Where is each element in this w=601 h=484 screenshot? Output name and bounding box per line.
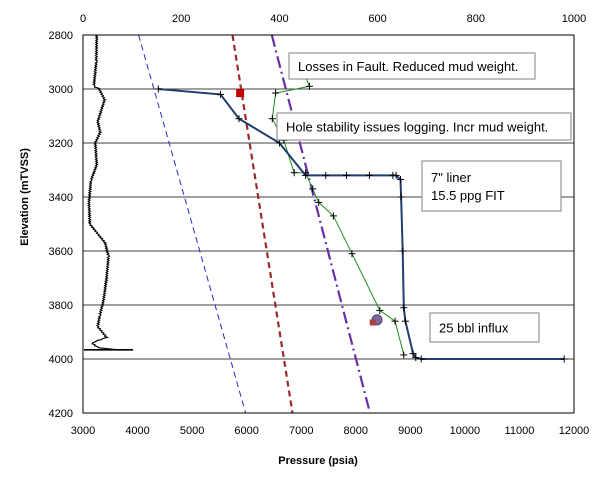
point-navy-line-15 bbox=[409, 350, 417, 358]
point-green-line-3 bbox=[268, 115, 276, 123]
point-navy-line-13 bbox=[400, 304, 408, 312]
point-navy-line-0 bbox=[154, 85, 162, 93]
point-navy-line-1 bbox=[216, 90, 224, 98]
point-green-line-2 bbox=[272, 89, 280, 97]
point-navy-line-4 bbox=[302, 171, 310, 179]
point-green-line-10 bbox=[348, 250, 356, 258]
point-navy-line-17 bbox=[417, 355, 425, 363]
point-green-line-12 bbox=[391, 317, 399, 325]
x-bottom-tick-label-3000: 3000 bbox=[71, 425, 95, 437]
y-tick-label-2800: 2800 bbox=[49, 30, 73, 42]
x-bottom-tick-label-6000: 6000 bbox=[234, 425, 258, 437]
series-group bbox=[83, 34, 568, 414]
y-tick-label-3000: 3000 bbox=[49, 84, 73, 96]
y-tick-label-3800: 3800 bbox=[49, 300, 73, 312]
x-top-tick-label-1000: 1000 bbox=[562, 13, 586, 25]
markers-group bbox=[236, 89, 383, 326]
marker-square-0 bbox=[236, 89, 245, 98]
annotation-frame bbox=[421, 160, 562, 212]
point-navy-line-6 bbox=[343, 171, 351, 179]
point-navy-line-2 bbox=[235, 115, 243, 123]
annotation-text: 15.5 ppg FIT bbox=[431, 188, 505, 203]
point-green-line-7 bbox=[309, 185, 317, 193]
annotation-box-1: Hole stability issues logging. Incr mud … bbox=[276, 112, 572, 141]
annotation-text: 25 bbl influx bbox=[439, 321, 509, 336]
x-bottom-tick-label-5000: 5000 bbox=[180, 425, 204, 437]
y-tick-label-3200: 3200 bbox=[49, 138, 73, 150]
annotation-box-0: Losses in Fault. Reduced mud weight. bbox=[288, 52, 536, 80]
y-axis-title: Elevation (mTVSS) bbox=[19, 148, 31, 246]
marker-square-2 bbox=[369, 319, 376, 326]
series-purple-dashdot bbox=[270, 34, 372, 414]
series-red-dashed bbox=[231, 34, 294, 414]
annotation-frame bbox=[276, 112, 572, 141]
x-bottom-tick-label-7000: 7000 bbox=[289, 425, 313, 437]
x-top-tick-label-600: 600 bbox=[368, 13, 386, 25]
annotation-text: Hole stability issues logging. Incr mud … bbox=[286, 120, 548, 135]
x-top-tick-label-800: 800 bbox=[467, 13, 485, 25]
y-tick-label-4000: 4000 bbox=[49, 354, 73, 366]
annotation-frame bbox=[288, 52, 536, 80]
point-navy-line-9 bbox=[392, 171, 400, 179]
series-log-trace bbox=[87, 34, 119, 351]
x-bottom-tick-label-12000: 12000 bbox=[559, 425, 590, 437]
point-navy-line-16 bbox=[412, 354, 420, 362]
x-bottom-tick-label-11000: 11000 bbox=[505, 425, 535, 437]
point-navy-line-5 bbox=[322, 171, 330, 179]
point-green-line-8 bbox=[315, 198, 323, 206]
annotation-box-3: 25 bbl influx bbox=[429, 312, 540, 343]
x-top-tick-label-400: 400 bbox=[270, 13, 288, 25]
x-top-tick-label-200: 200 bbox=[172, 13, 190, 25]
y-tick-label-4200: 4200 bbox=[49, 408, 73, 420]
x-axis-title: Pressure (psia) bbox=[278, 455, 358, 467]
series-green-line bbox=[271, 64, 405, 356]
x-bottom-tick-label-9000: 9000 bbox=[398, 425, 422, 437]
annotation-text: 7" liner bbox=[431, 170, 472, 185]
annotation-text: Losses in Fault. Reduced mud weight. bbox=[298, 59, 518, 74]
x-top-tick-label-0: 0 bbox=[80, 13, 86, 25]
point-green-line-11 bbox=[376, 306, 384, 314]
point-green-line-1 bbox=[305, 82, 313, 90]
y-tick-label-3400: 3400 bbox=[49, 192, 73, 204]
point-green-line-5 bbox=[290, 169, 298, 177]
gridlines bbox=[83, 88, 574, 360]
annotation-box-2: 7" liner 15.5 ppg FIT bbox=[421, 160, 562, 212]
point-navy-line-14 bbox=[401, 317, 409, 325]
x-bottom-tick-label-10000: 10000 bbox=[450, 425, 481, 437]
plot-border bbox=[82, 34, 575, 414]
annotation-frame bbox=[429, 312, 540, 343]
x-bottom-tick-label-4000: 4000 bbox=[125, 425, 149, 437]
point-navy-line-10 bbox=[397, 175, 405, 183]
point-navy-line-18 bbox=[560, 355, 568, 363]
point-green-line-9 bbox=[329, 212, 337, 220]
y-tick-label-3600: 3600 bbox=[49, 246, 73, 258]
point-navy-line-3 bbox=[275, 139, 283, 147]
x-bottom-tick-label-8000: 8000 bbox=[344, 425, 368, 437]
point-navy-line-7 bbox=[365, 171, 373, 179]
point-navy-line-12 bbox=[399, 247, 407, 255]
annotations-group: Losses in Fault. Reduced mud weight. Hole… bbox=[276, 52, 572, 343]
point-navy-line-11 bbox=[397, 193, 405, 201]
point-green-line-13 bbox=[400, 351, 408, 359]
series-blue-dashed bbox=[138, 34, 247, 414]
